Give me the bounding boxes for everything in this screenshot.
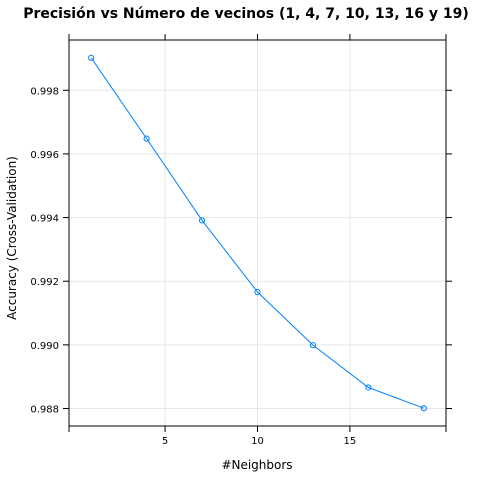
y-tick-label: 0.990 <box>30 341 59 352</box>
data-point <box>309 342 317 349</box>
y-tick-label: 0.998 <box>30 86 59 97</box>
grid-lines <box>69 40 446 426</box>
x-tick-label: 15 <box>344 436 357 447</box>
y-tick-label: 0.988 <box>30 404 59 415</box>
axis-ticks: 5 10 15 0.988 0.990 0.992 0.994 0.996 0.998 <box>30 34 452 447</box>
data-point <box>365 384 372 391</box>
plot-series <box>88 54 427 412</box>
y-tick-label: 0.996 <box>30 150 59 161</box>
x-tick-label: 5 <box>162 436 168 447</box>
x-tick-label: 10 <box>251 436 264 447</box>
series-line <box>90 57 424 409</box>
data-point <box>254 288 261 296</box>
chart-title: Precisión vs Número de vecinos (1, 4, 7,… <box>23 6 469 22</box>
data-point <box>143 135 150 142</box>
data-point <box>88 54 95 61</box>
data-point <box>198 217 206 224</box>
y-axis-label: Accuracy (Cross-Validation) <box>5 156 19 320</box>
y-tick-label: 0.992 <box>30 277 59 288</box>
y-tick-label: 0.994 <box>30 214 59 225</box>
x-axis-label: #Neighbors <box>221 458 292 472</box>
data-point <box>420 405 427 412</box>
